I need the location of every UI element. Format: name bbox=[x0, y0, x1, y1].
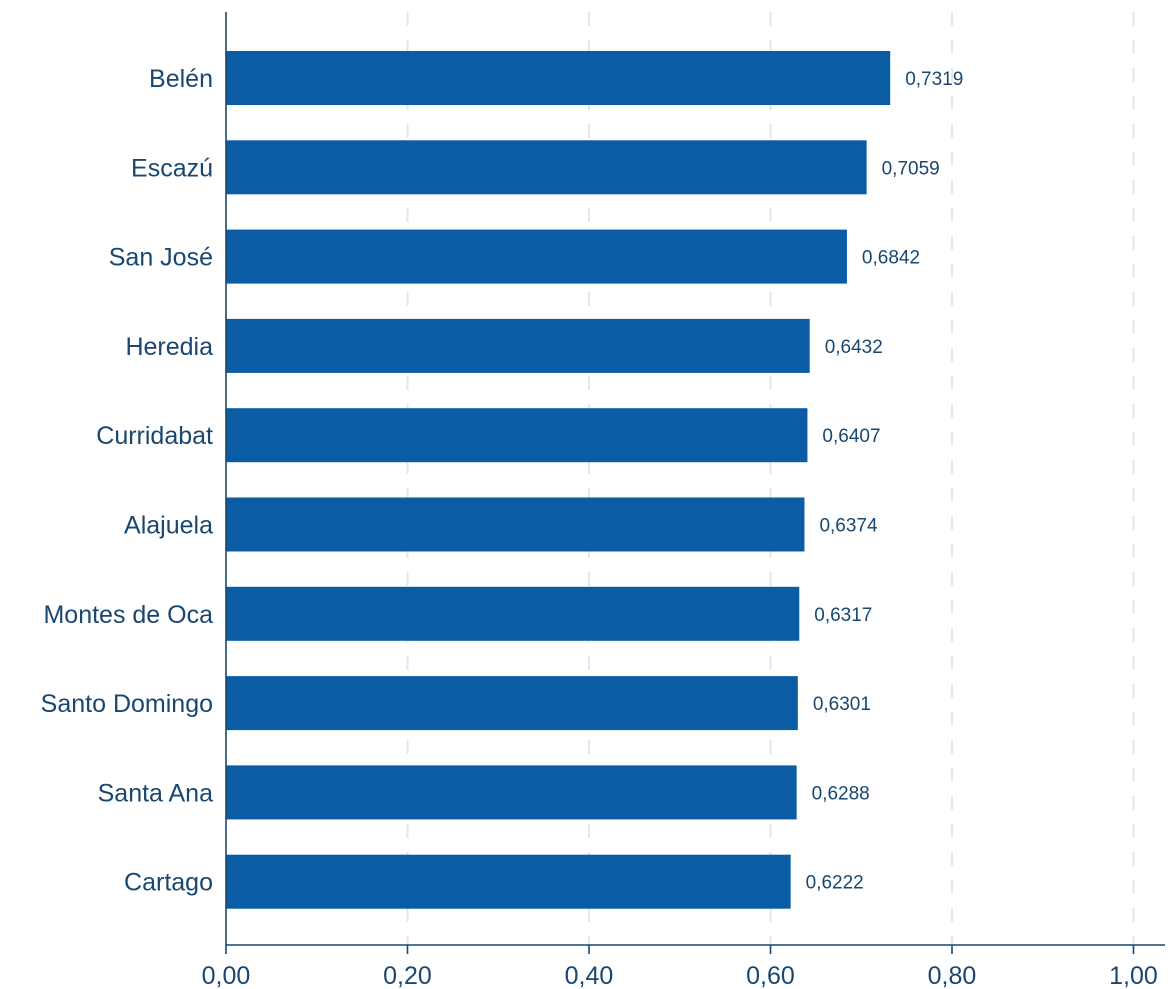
x-tick-label-3: 0,60 bbox=[746, 962, 795, 989]
value-labels: 0,7319 0,7059 0,6842 0,6432 0,6407 0,6374 0,63… bbox=[806, 69, 964, 894]
value-label-8: 0,6288 bbox=[812, 783, 870, 804]
category-label-2: San José bbox=[109, 244, 213, 272]
bar-1 bbox=[226, 140, 867, 195]
value-label-3: 0,6432 bbox=[825, 337, 883, 358]
x-tick-label-2: 0,40 bbox=[565, 962, 614, 989]
value-label-0: 0,7319 bbox=[905, 69, 963, 90]
category-label-6: Montes de Oca bbox=[43, 601, 213, 629]
category-label-8: Santa Ana bbox=[98, 779, 213, 807]
bar-2 bbox=[226, 229, 847, 284]
category-label-9: Cartago bbox=[124, 869, 213, 897]
category-label-7: Santo Domingo bbox=[41, 690, 213, 718]
value-label-2: 0,6842 bbox=[862, 248, 920, 269]
axes: 0,00 0,20 0,40 0,60 0,80 1,00 bbox=[202, 12, 1165, 989]
x-tick-label-0: 0,00 bbox=[202, 962, 251, 989]
bar-6 bbox=[226, 586, 800, 641]
bar-9 bbox=[226, 854, 791, 909]
bar-5 bbox=[226, 497, 805, 552]
value-label-5: 0,6374 bbox=[819, 516, 878, 537]
category-label-1: Escazú bbox=[131, 154, 213, 182]
value-label-7: 0,6301 bbox=[813, 694, 871, 715]
bar-8 bbox=[226, 765, 797, 820]
category-labels: Belén Escazú San José Heredia Curridabat Alaj… bbox=[41, 65, 213, 897]
bar-3 bbox=[226, 318, 810, 373]
bar-7 bbox=[226, 676, 798, 731]
x-tick-label-1: 0,20 bbox=[383, 962, 432, 989]
value-label-6: 0,6317 bbox=[814, 605, 872, 626]
value-label-4: 0,6407 bbox=[822, 426, 880, 447]
x-tick-label-4: 0,80 bbox=[928, 962, 977, 989]
x-tick-label-5: 1,00 bbox=[1109, 962, 1158, 989]
value-label-1: 0,7059 bbox=[882, 158, 940, 179]
category-label-0: Belén bbox=[149, 65, 213, 93]
category-label-5: Alajuela bbox=[124, 512, 213, 540]
bars bbox=[226, 51, 891, 909]
bar-4 bbox=[226, 408, 808, 463]
category-label-3: Heredia bbox=[125, 333, 213, 361]
category-label-4: Curridabat bbox=[96, 422, 213, 450]
value-label-9: 0,6222 bbox=[806, 873, 864, 894]
bar-0 bbox=[226, 51, 891, 105]
